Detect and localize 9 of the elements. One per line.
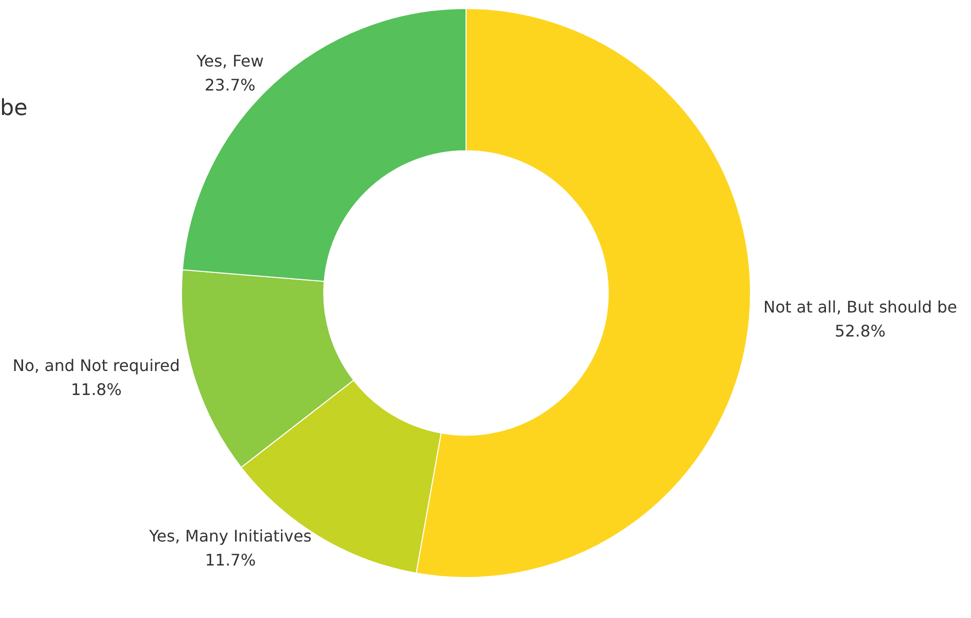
data-label: 52.8% (834, 321, 886, 340)
slice-label: No, and Not required (12, 356, 180, 376)
data-label: 23.7% (204, 76, 256, 95)
text: be (0, 96, 28, 121)
slice-label: Yes, Many Initiatives (148, 526, 312, 546)
slice-label: Yes, Few (195, 52, 264, 71)
slice-label: Not at all, But should be (763, 297, 958, 316)
data-label: 11.7% (204, 550, 256, 570)
data-label: 11.8% (70, 380, 122, 400)
